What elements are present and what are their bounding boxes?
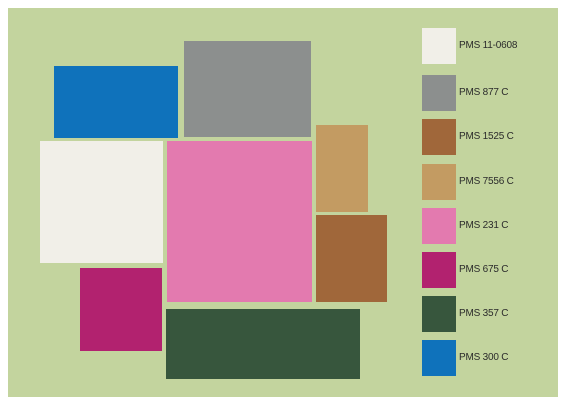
block-tan <box>316 125 368 212</box>
block-blue <box>54 66 178 138</box>
legend-label: PMS 675 C <box>459 264 509 275</box>
palette-canvas: PMS 11-0608 PMS 877 C PMS 1525 C PMS 755… <box>8 8 558 397</box>
legend-label: PMS 877 C <box>459 87 509 98</box>
legend-item: PMS 877 C <box>422 75 562 111</box>
legend-swatch <box>422 75 456 111</box>
block-magenta <box>80 268 162 351</box>
legend-item: PMS 11-0608 <box>422 28 562 64</box>
block-pink <box>167 141 312 302</box>
legend-swatch <box>422 164 456 200</box>
legend-label: PMS 1525 C <box>459 131 514 142</box>
legend-item: PMS 1525 C <box>422 119 562 155</box>
legend-item: PMS 7556 C <box>422 164 562 200</box>
block-cream <box>40 141 163 263</box>
legend-label: PMS 7556 C <box>459 176 514 187</box>
legend-item: PMS 675 C <box>422 252 562 288</box>
block-gray <box>184 41 311 137</box>
legend-item: PMS 300 C <box>422 340 562 376</box>
legend-swatch <box>422 119 456 155</box>
legend-label: PMS 11-0608 <box>459 40 518 51</box>
legend-label: PMS 231 C <box>459 220 509 231</box>
legend-label: PMS 357 C <box>459 308 509 319</box>
block-brown <box>316 215 387 302</box>
legend-item: PMS 357 C <box>422 296 562 332</box>
legend-swatch <box>422 28 456 64</box>
legend-swatch <box>422 252 456 288</box>
legend-label: PMS 300 C <box>459 352 509 363</box>
block-dark-green <box>166 309 360 379</box>
legend-swatch <box>422 208 456 244</box>
legend-item: PMS 231 C <box>422 208 562 244</box>
legend-swatch <box>422 296 456 332</box>
legend-swatch <box>422 340 456 376</box>
